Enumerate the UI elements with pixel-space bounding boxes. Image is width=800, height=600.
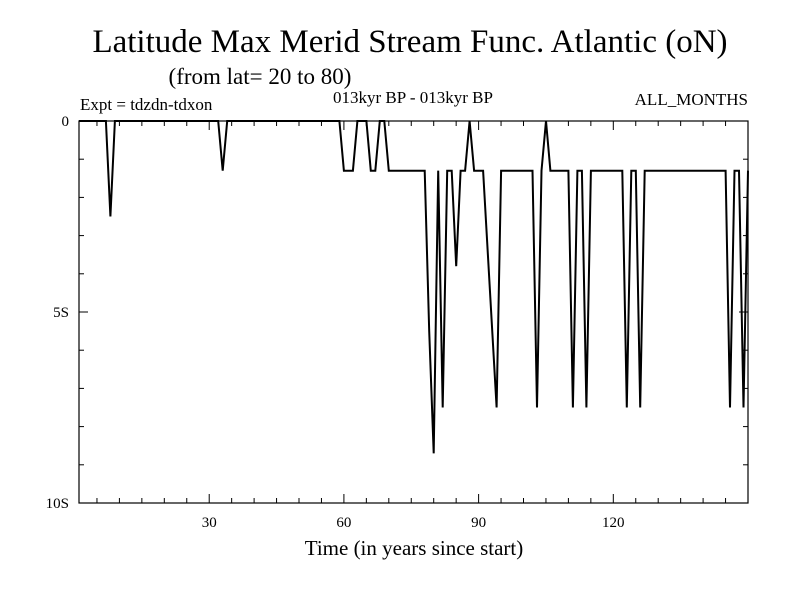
y-tick-label: 5S: [53, 305, 69, 321]
annotation-experiment: Expt = tdzdn-tdxon: [80, 95, 213, 114]
x-tick-label: 30: [202, 515, 217, 531]
y-tick-label: 0: [62, 114, 70, 130]
x-tick-label: 90: [471, 515, 486, 531]
plot-frame: [78, 120, 749, 504]
y-tick-label: 10S: [46, 496, 69, 512]
x-axis-label: Time (in years since start): [305, 536, 524, 560]
annotation-period: 013kyr BP - 013kyr BP: [333, 88, 493, 107]
series-line-lat_max: [79, 120, 749, 454]
x-tick-label: 60: [336, 515, 351, 531]
chart-title: Latitude Max Merid Stream Func. Atlantic…: [92, 24, 727, 60]
annotation-months: ALL_MONTHS: [635, 90, 748, 109]
chart-subtitle: (from lat= 20 to 80): [169, 64, 352, 89]
x-tick-label: 120: [602, 515, 625, 531]
